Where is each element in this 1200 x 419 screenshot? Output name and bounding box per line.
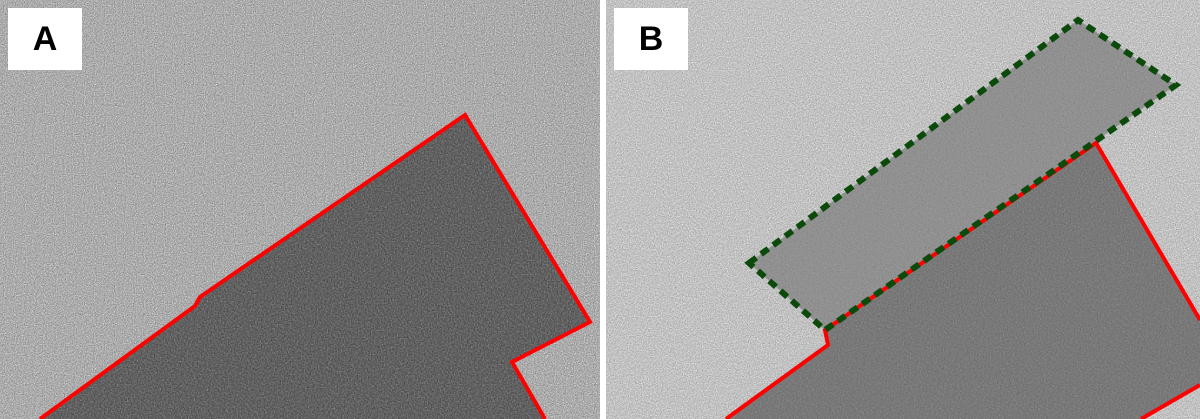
panel-label-b: B bbox=[614, 8, 688, 70]
panel-a: A bbox=[0, 0, 600, 419]
green-dashed-outline-b bbox=[744, 16, 1182, 334]
red-outline-b-corner bbox=[1140, 383, 1200, 419]
seafloor-image-a bbox=[0, 0, 600, 419]
panel-b: B bbox=[606, 0, 1200, 419]
seafloor-image-b bbox=[606, 0, 1200, 419]
panel-label-a: A bbox=[8, 8, 82, 70]
red-outline-b bbox=[724, 140, 1200, 419]
red-outline-a bbox=[38, 112, 593, 419]
